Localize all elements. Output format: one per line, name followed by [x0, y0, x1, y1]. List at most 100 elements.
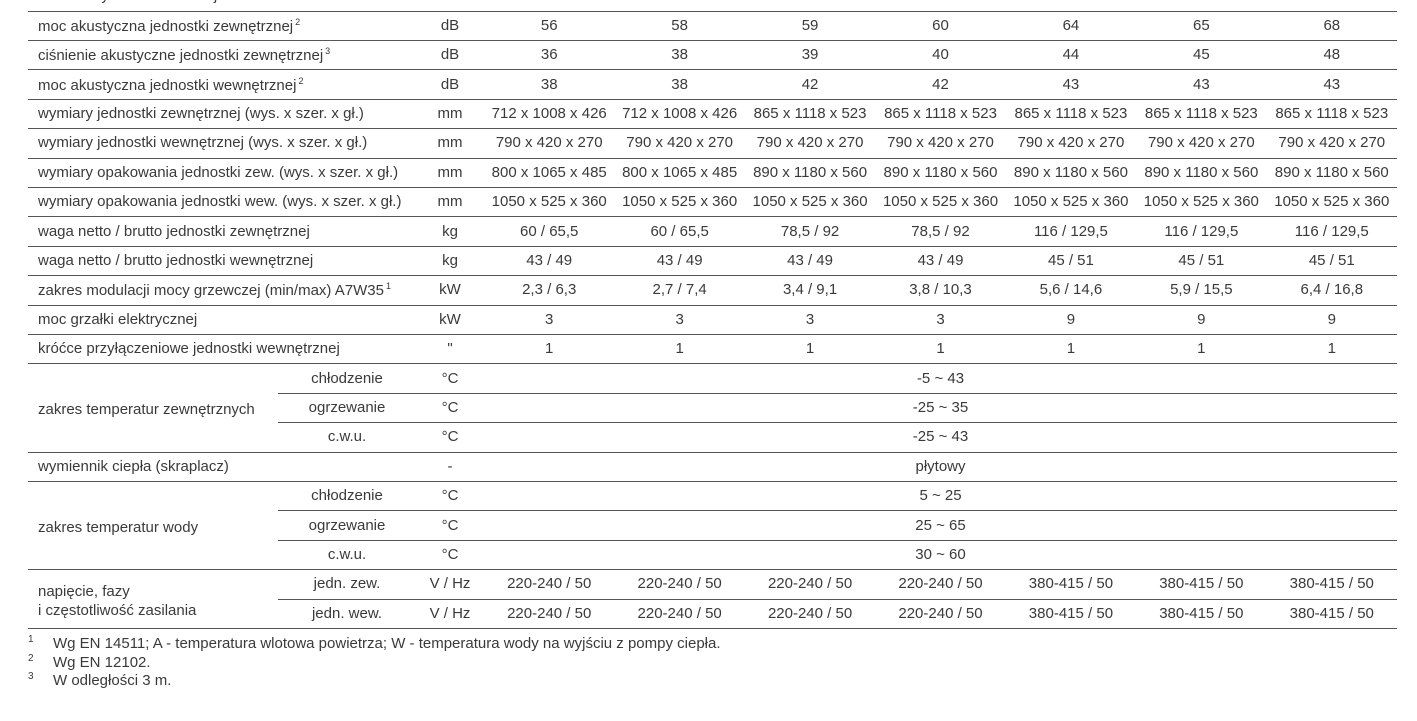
value: -5 ~ 43 — [916, 369, 965, 387]
label-text: wymiary jednostki wewnętrznej (wys. x sz… — [38, 134, 368, 152]
row-divider — [28, 98, 1397, 100]
unit: V / Hz — [429, 604, 471, 622]
value: 790 x 420 x 270 — [887, 134, 994, 152]
row-divider — [28, 69, 1397, 71]
value: 3 — [545, 310, 554, 328]
value: 48 — [1323, 46, 1341, 64]
group-label: napięcie, fazy i częstotliwość zasilania — [38, 582, 196, 620]
value: 60 — [932, 16, 949, 34]
row-label: waga netto / brutto jednostki zewnętrzne… — [38, 224, 310, 239]
value: 790 x 420 x 270 — [1147, 134, 1255, 152]
unit: dB — [440, 75, 460, 93]
value: 1050 x 525 x 360 — [752, 193, 868, 211]
value: 59 — [801, 16, 819, 34]
unit: °C — [441, 428, 459, 446]
value: 220-240 / 50 — [507, 604, 592, 622]
value: 43 / 49 — [526, 251, 573, 269]
value: 60 / 65,5 — [650, 222, 709, 240]
label-text: waga netto / brutto jednostki wewnętrzne… — [38, 251, 314, 269]
value: 865 x 1118 x 523 — [884, 104, 997, 122]
value: 1 — [1066, 340, 1076, 358]
value: 865 x 1118 x 523 — [753, 104, 867, 122]
row-label: króćce przyłączeniowe jednostki wewnętrz… — [38, 341, 340, 356]
value: 1 — [545, 340, 554, 358]
sub-label: chłodzenie — [311, 487, 383, 505]
value: 38 — [671, 46, 688, 64]
unit: mm — [437, 134, 463, 152]
value: 3,4 / 9,1 — [782, 281, 838, 299]
row-divider — [278, 598, 1397, 600]
value: 42 — [801, 75, 819, 93]
note-ref: 2 — [295, 16, 301, 27]
sub-label: chłodzenie — [311, 369, 383, 387]
value: 1050 x 525 x 360 — [1013, 193, 1129, 211]
row-divider — [28, 333, 1397, 335]
row-divider — [28, 304, 1397, 306]
value: 800 x 1065 x 485 — [622, 163, 738, 181]
value: 865 x 1118 x 523 — [1014, 104, 1128, 122]
unit: V / Hz — [429, 575, 471, 593]
note-ref: 3 — [325, 46, 331, 57]
value: 712 x 1008 x 426 — [622, 104, 738, 122]
value: 39 — [801, 46, 819, 64]
value: 58 — [671, 16, 688, 34]
row-label: ciśnienie akustyczne jednostki zewnętrzn… — [38, 46, 331, 64]
value: 790 x 420 x 270 — [756, 134, 864, 152]
value: 9 — [1066, 310, 1076, 328]
label-text: różnica wysokości instalacji — [38, 0, 221, 4]
value: 25 ~ 65 — [915, 516, 966, 534]
value: 3 — [675, 310, 684, 328]
group-label: zakres temperatur zewnętrznych — [38, 400, 255, 419]
unit: kW — [439, 281, 461, 299]
row-divider — [28, 451, 1397, 453]
value: 865 x 1118 x 523 — [1144, 104, 1258, 122]
value: 1 — [675, 340, 684, 358]
sub-label: c.w.u. — [327, 428, 367, 446]
label-line: zakres temperatur zewnętrznych — [38, 400, 255, 418]
value: 43 — [1062, 75, 1080, 93]
row-label: wymiary opakowania jednostki wew. (wys. … — [38, 194, 401, 209]
value: 380-415 / 50 — [1159, 604, 1244, 622]
value: 220-240 / 50 — [767, 604, 853, 622]
value: 78,5 / 92 — [911, 222, 970, 240]
row-divider — [278, 422, 1397, 424]
value: 380-415 / 50 — [1289, 604, 1374, 622]
note-ref: 1 — [385, 281, 391, 292]
value: 220-240 / 50 — [637, 604, 722, 622]
value: 2,7 / 7,4 — [652, 281, 707, 299]
value: 116 / 129,5 — [1294, 222, 1369, 240]
unit: °C — [441, 516, 459, 534]
value: 1 — [1197, 340, 1206, 358]
value: 1050 x 525 x 360 — [882, 193, 999, 211]
value: 6,4 / 16,8 — [1300, 281, 1364, 299]
row-label: zakres modulacji mocy grzewczej (min/max… — [38, 281, 391, 299]
unit: °C — [441, 487, 459, 505]
unit: - — [447, 457, 453, 475]
value: 42 — [932, 75, 949, 93]
unit: kg — [442, 222, 458, 240]
value: 45 — [1193, 46, 1210, 64]
value: 865 x 1118 x 523 — [1275, 104, 1389, 122]
value: 1 — [1327, 340, 1336, 358]
value: 380-415 / 50 — [1028, 575, 1114, 593]
row-label: wymiary opakowania jednostki zew. (wys. … — [38, 165, 398, 180]
unit: kg — [442, 251, 458, 269]
value: 44 — [1062, 46, 1080, 64]
value: 220-240 / 50 — [767, 575, 853, 593]
label-text: wymiary opakowania jednostki wew. (wys. … — [38, 193, 402, 211]
value: 45 / 51 — [1178, 251, 1225, 269]
unit: °C — [441, 545, 459, 563]
row-divider — [28, 10, 1397, 12]
value: 790 x 420 x 270 — [1017, 134, 1125, 152]
row-divider — [278, 392, 1397, 394]
label-line: i częstotliwość zasilania — [38, 601, 197, 619]
label-text: waga netto / brutto jednostki zewnętrzne… — [38, 222, 310, 240]
unit: mm — [437, 104, 463, 122]
footnote-text: Wg EN 12102. — [53, 653, 151, 671]
row-divider — [28, 245, 1397, 247]
unit: kW — [439, 310, 461, 328]
value: 30 ~ 60 — [915, 545, 966, 563]
value: 20 — [932, 0, 949, 3]
value: 790 x 420 x 270 — [495, 134, 603, 152]
value: 1050 x 525 x 360 — [1274, 193, 1390, 211]
